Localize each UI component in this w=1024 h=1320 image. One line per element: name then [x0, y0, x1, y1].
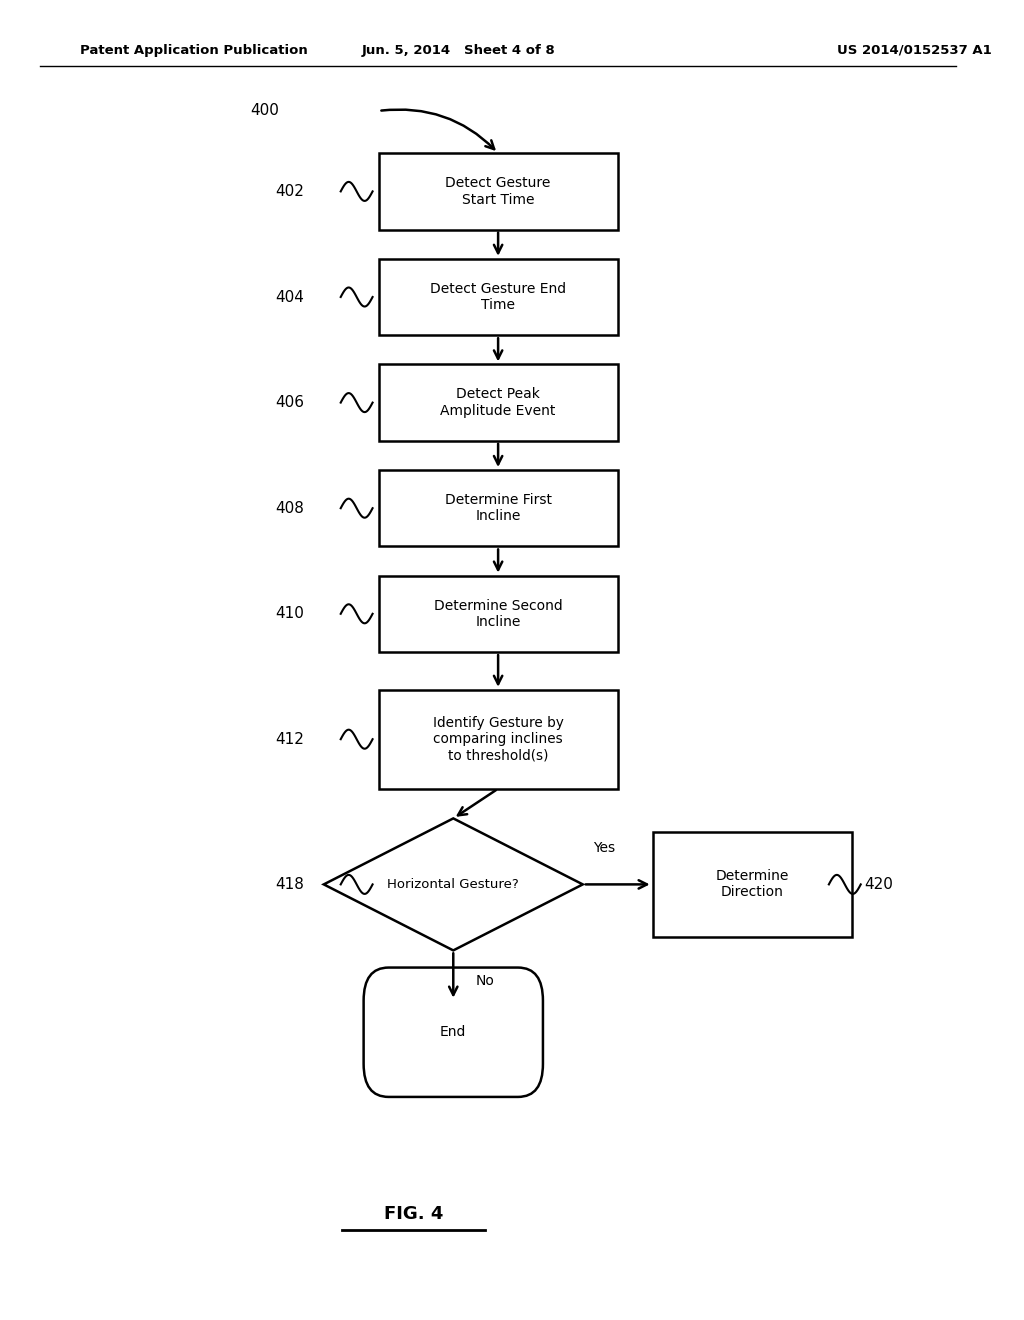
Text: Determine Second
Incline: Determine Second Incline — [434, 599, 562, 628]
FancyBboxPatch shape — [652, 832, 852, 937]
Text: FIG. 4: FIG. 4 — [384, 1205, 443, 1224]
Text: Detect Peak
Amplitude Event: Detect Peak Amplitude Event — [440, 388, 556, 417]
Text: Jun. 5, 2014   Sheet 4 of 8: Jun. 5, 2014 Sheet 4 of 8 — [361, 44, 555, 57]
FancyBboxPatch shape — [364, 968, 543, 1097]
Text: 404: 404 — [275, 289, 304, 305]
FancyBboxPatch shape — [379, 470, 617, 546]
Text: Identify Gesture by
comparing inclines
to threshold(s): Identify Gesture by comparing inclines t… — [433, 715, 563, 763]
Text: 418: 418 — [275, 876, 304, 892]
Text: Detect Gesture End
Time: Detect Gesture End Time — [430, 282, 566, 312]
FancyBboxPatch shape — [379, 259, 617, 335]
FancyBboxPatch shape — [379, 576, 617, 652]
FancyBboxPatch shape — [379, 364, 617, 441]
Text: Determine First
Incline: Determine First Incline — [444, 494, 552, 523]
Text: Yes: Yes — [593, 841, 614, 855]
Text: 402: 402 — [275, 183, 304, 199]
FancyBboxPatch shape — [379, 689, 617, 788]
Text: 420: 420 — [864, 876, 894, 892]
Polygon shape — [324, 818, 583, 950]
Text: No: No — [475, 974, 494, 989]
Text: Patent Application Publication: Patent Application Publication — [80, 44, 307, 57]
Text: 406: 406 — [274, 395, 304, 411]
Text: Determine
Direction: Determine Direction — [716, 870, 788, 899]
FancyBboxPatch shape — [379, 153, 617, 230]
Text: Horizontal Gesture?: Horizontal Gesture? — [387, 878, 519, 891]
Text: End: End — [440, 1026, 467, 1039]
Text: 400: 400 — [250, 103, 279, 119]
Text: 408: 408 — [275, 500, 304, 516]
Text: 412: 412 — [275, 731, 304, 747]
Text: US 2014/0152537 A1: US 2014/0152537 A1 — [837, 44, 991, 57]
Text: Detect Gesture
Start Time: Detect Gesture Start Time — [445, 177, 551, 206]
Text: 410: 410 — [275, 606, 304, 622]
